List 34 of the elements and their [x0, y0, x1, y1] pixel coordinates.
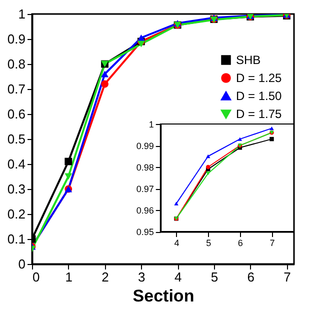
y-tick-label: 0.99	[136, 141, 154, 151]
y-tick-label: 1	[148, 120, 154, 130]
y-tick-label: 0.8	[7, 56, 26, 72]
x-tick-label: 3	[138, 270, 146, 284]
y-tick-label: 0.97	[136, 184, 154, 194]
x-tick-label: 5	[206, 238, 212, 248]
legend-label: SHB	[236, 53, 261, 67]
y-tick-label: 1	[18, 6, 26, 22]
y-tick-label: 0.96	[136, 206, 154, 216]
y-tick-label: 0.6	[7, 106, 26, 122]
legend-label: D = 1.25	[236, 71, 282, 85]
y-tick-label: 0.95	[136, 227, 154, 237]
x-tick-label: 2	[102, 270, 109, 284]
x-tick-label: 5	[210, 270, 218, 284]
x-tick-label: 0	[32, 270, 40, 284]
x-axis-title: Section	[132, 286, 194, 306]
y-tick-label: 0.2	[7, 206, 26, 222]
y-tick-label: 0.98	[136, 162, 154, 172]
y-tick-label: 0.1	[7, 232, 26, 246]
y-tick-label: 0.9	[7, 32, 26, 46]
y-tick-label: 0	[18, 256, 26, 272]
x-tick-label: 7	[270, 238, 275, 248]
y-tick-label: 0.4	[7, 156, 26, 172]
x-tick-label: 4	[174, 238, 180, 248]
y-tick-label: 0.7	[7, 82, 26, 96]
legend-label: D = 1.50	[236, 89, 282, 103]
x-tick-label: 6	[247, 270, 254, 284]
y-tick-label: 0.5	[7, 132, 26, 146]
x-tick-label: 1	[65, 270, 73, 284]
x-tick-label: 4	[174, 270, 182, 284]
x-tick-label: 7	[284, 270, 291, 284]
legend-label: D = 1.75	[236, 107, 282, 121]
x-tick-label: 6	[238, 238, 243, 248]
y-tick-label: 0.3	[7, 182, 26, 196]
